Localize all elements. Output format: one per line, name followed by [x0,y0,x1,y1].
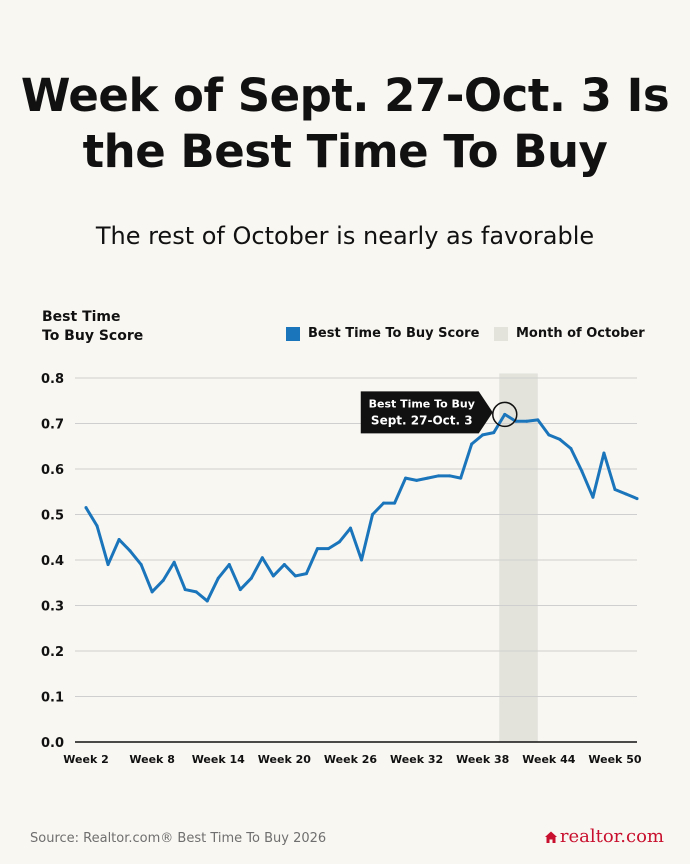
x-tick-label: Week 26 [324,753,377,766]
data-point [547,433,551,437]
data-point [437,474,441,478]
data-point [172,560,176,564]
data-point [558,437,562,441]
legend-item-score: Best Time To Buy Score [286,326,479,341]
series-line [84,412,639,603]
data-point [227,563,231,567]
data-point [393,501,397,505]
data-point [602,451,606,455]
x-tick-label: Week 14 [192,753,245,766]
data-point [348,526,352,530]
data-point [216,576,220,580]
x-tick-label: Week 32 [390,753,443,766]
source-note: Source: Realtor.com® Best Time To Buy 20… [30,831,327,846]
house-icon [544,831,557,843]
data-point [260,556,264,560]
data-point [624,492,628,496]
data-point [404,476,408,480]
data-point [613,487,617,491]
legend-label-score: Best Time To Buy Score [308,326,480,341]
y-tick-label: 0.2 [41,645,64,660]
page-title: Week of Sept. 27-Oct. 3 Is the Best Time… [20,69,670,178]
data-point [128,549,132,553]
data-point [415,478,419,482]
logo-text: realtor.com [559,826,664,847]
data-point [139,563,143,567]
data-point [117,538,121,542]
y-tick-label: 0.4 [41,554,64,569]
x-tick-label: Week 20 [258,753,311,766]
x-tick-label: Week 2 [63,753,108,766]
y-tick-label: 0.1 [41,691,64,706]
callout-text: Sept. 27-Oct. 3 [371,413,473,427]
data-point [525,419,529,423]
legend-swatch-score [286,326,300,341]
data-point [271,574,275,578]
data-point [150,590,154,594]
legend-swatch-october [494,326,508,341]
data-point [304,572,308,576]
callout-box [360,391,493,434]
data-point [84,506,88,510]
data-point [481,433,485,437]
data-point [536,418,540,422]
y-tick-label: 0.0 [41,736,64,751]
data-point [360,558,364,562]
data-point [503,412,507,416]
y-tick-label: 0.5 [41,509,64,524]
legend-item-october: Month of October [494,326,645,341]
data-point [635,497,639,501]
x-tick-label: Week 38 [456,753,509,766]
y-tick-label: 0.8 [41,372,64,387]
callout-text: Best Time To Buy [369,397,475,410]
x-tick-label: Week 44 [522,753,575,766]
x-tick-label: Week 8 [129,753,174,766]
realtor-logo: realtor.com [544,826,664,847]
data-point [315,547,319,551]
data-point [161,578,165,582]
x-tick-label: Week 50 [588,753,641,766]
data-point [580,469,584,473]
data-point [569,447,573,451]
data-point [382,501,386,505]
data-point [282,563,286,567]
data-point [194,590,198,594]
y-tick-label: 0.3 [41,600,64,615]
data-point [106,563,110,567]
data-point [492,431,496,435]
page-subtitle: The rest of October is nearly as favorab… [95,222,595,250]
legend-label-october: Month of October [516,326,645,341]
highlight-circle [492,401,518,428]
data-point [459,476,463,480]
data-point [238,588,242,592]
data-point [337,540,341,544]
data-point [326,547,330,551]
data-point [293,574,297,578]
data-point [205,599,209,603]
y-tick-label: 0.6 [41,463,64,478]
data-point [470,442,474,446]
october-band [499,373,538,742]
data-point [95,524,99,528]
y-axis-label: Best Time To Buy Score [42,309,144,344]
data-point [371,513,375,516]
data-point [591,495,595,499]
data-point [249,576,253,580]
data-point [426,476,430,480]
data-point [183,588,187,592]
data-point [448,474,452,478]
y-tick-label: 0.7 [41,418,64,433]
